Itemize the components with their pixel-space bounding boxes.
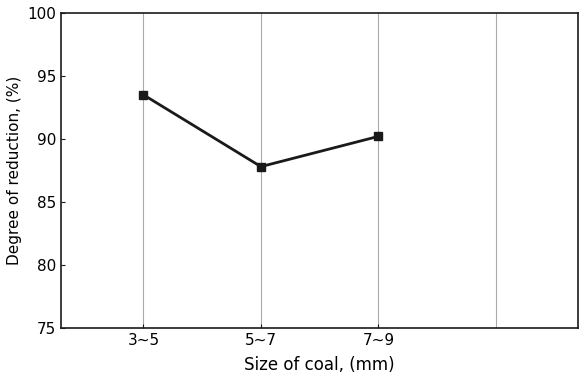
X-axis label: Size of coal, (mm): Size of coal, (mm) (245, 356, 395, 374)
Y-axis label: Degree of reduction, (%): Degree of reduction, (%) (7, 76, 22, 265)
